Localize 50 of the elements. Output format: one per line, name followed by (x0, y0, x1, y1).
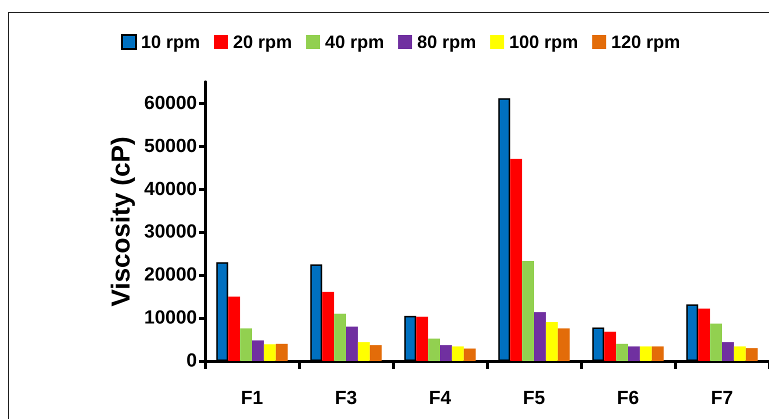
y-tick-label: 30000 (144, 222, 197, 243)
legend-label: 80 rpm (417, 32, 476, 52)
bar (452, 346, 464, 361)
bar (640, 346, 652, 361)
bar (734, 346, 746, 361)
x-tick-label: F6 (616, 388, 640, 409)
legend-label: 100 rpm (509, 32, 578, 52)
x-tick-label: F3 (334, 388, 358, 409)
legend-label: 40 rpm (325, 32, 384, 52)
x-tick-label: F5 (522, 388, 546, 409)
y-tick-label: 0 (186, 350, 197, 372)
bar (358, 342, 370, 361)
x-tick-label: F4 (428, 388, 452, 409)
bar (710, 324, 722, 361)
bar (440, 345, 452, 361)
bar (276, 344, 288, 361)
bar (252, 340, 264, 361)
bar (416, 316, 428, 361)
legend-label: 10 rpm (141, 32, 200, 52)
bar (746, 348, 758, 361)
bar (558, 328, 570, 361)
y-tick-label: 10000 (144, 308, 197, 329)
bar (616, 344, 628, 361)
bar (604, 332, 616, 361)
bar (228, 296, 240, 361)
legend-label: 20 rpm (233, 32, 292, 52)
bar (698, 308, 710, 361)
y-axis-title: Viscosity (cP) (105, 136, 136, 307)
legend-label: 120 rpm (611, 32, 680, 52)
y-tick-label: 50000 (144, 136, 197, 157)
bar (534, 312, 546, 361)
bar (264, 344, 276, 361)
x-tick-label: F7 (710, 388, 734, 409)
bar (522, 260, 534, 361)
bar (464, 348, 476, 361)
bar (722, 342, 734, 361)
bar (546, 322, 558, 361)
bar (652, 346, 664, 361)
bar (428, 338, 440, 361)
bar (240, 328, 252, 361)
bar (628, 346, 640, 361)
bar (334, 314, 346, 361)
y-tick-label: 60000 (144, 92, 197, 114)
bar (346, 326, 358, 361)
bar (510, 158, 522, 361)
x-tick-label: F1 (240, 388, 264, 409)
bar (370, 345, 382, 361)
y-tick-label: 40000 (144, 178, 197, 200)
y-tick-label: 20000 (144, 264, 197, 286)
bar (322, 292, 334, 361)
